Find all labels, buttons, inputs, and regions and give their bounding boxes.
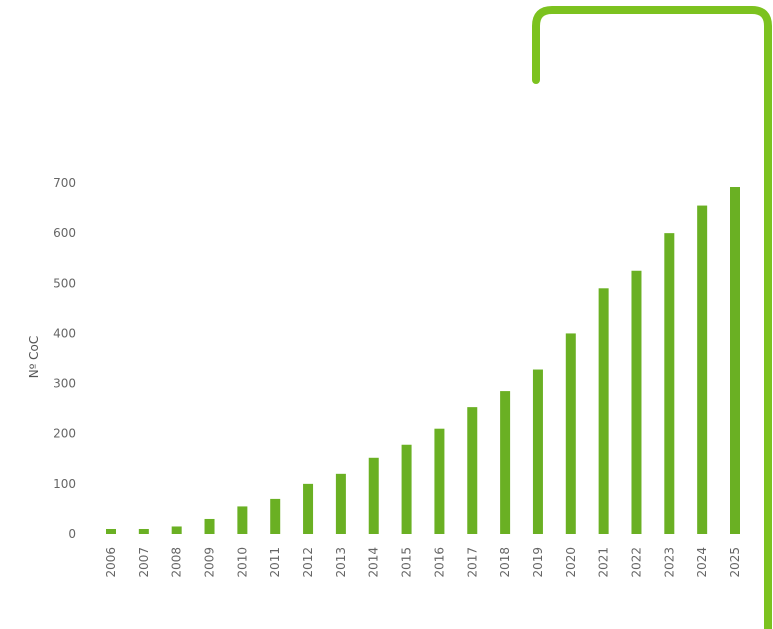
bar-2021 — [598, 288, 609, 534]
x-tick-label: 2006 — [104, 547, 118, 578]
bar-2017 — [467, 407, 478, 534]
x-tick-label: 2025 — [728, 547, 742, 578]
bar-2022 — [631, 270, 642, 534]
x-tick-label: 2022 — [629, 547, 643, 578]
bar-2018 — [500, 391, 511, 534]
bar-2010 — [237, 506, 248, 534]
x-tick-label: 2013 — [334, 547, 348, 578]
y-tick-label: 0 — [68, 527, 76, 541]
x-tick-label: 2012 — [301, 547, 315, 578]
bar-2025 — [730, 187, 740, 535]
x-tick-label: 2024 — [695, 547, 709, 578]
x-tick-label: 2008 — [170, 547, 184, 578]
x-axis-ticks: 2006 2007 2008 2009 2010 2011 2012 2013 2014 2015… — [104, 547, 742, 578]
x-tick-label: 2010 — [235, 547, 249, 578]
x-tick-label: 2016 — [432, 547, 446, 578]
bar-2011 — [270, 498, 281, 534]
x-tick-label: 2021 — [597, 547, 611, 578]
bar-2006 — [106, 528, 116, 534]
x-tick-label: 2011 — [268, 547, 282, 578]
bar-2013 — [335, 473, 346, 534]
x-tick-label: 2018 — [498, 547, 512, 578]
y-tick-label: 200 — [53, 427, 76, 441]
y-tick-label: 300 — [53, 377, 76, 391]
bar-2016 — [434, 428, 445, 534]
highlight-bracket — [532, 6, 772, 629]
y-tick-label: 500 — [53, 276, 76, 290]
y-tick-label: 600 — [53, 226, 76, 240]
bar-2020 — [565, 333, 576, 534]
bar-2014 — [368, 457, 379, 534]
bar-2007 — [138, 528, 149, 534]
y-tick-label: 100 — [53, 477, 76, 491]
bar-2012 — [303, 483, 314, 534]
bar-2008 — [171, 526, 182, 534]
x-tick-label: 2014 — [367, 547, 381, 578]
bar-2015 — [401, 444, 412, 534]
bar-2024 — [697, 205, 708, 535]
x-tick-label: 2020 — [564, 547, 578, 578]
bar-2019 — [532, 369, 543, 534]
bars — [106, 187, 740, 535]
y-axis-ticks: 0 100 200 300 400 500 600 700 — [53, 176, 76, 541]
x-tick-label: 2007 — [137, 547, 151, 578]
x-tick-label: 2015 — [400, 547, 414, 578]
x-tick-label: 2009 — [203, 547, 217, 578]
x-tick-label: 2019 — [531, 547, 545, 578]
y-tick-label: 700 — [53, 176, 76, 190]
bar-2023 — [664, 233, 675, 534]
x-tick-label: 2023 — [662, 547, 676, 578]
y-axis-label: Nº CoC — [27, 336, 41, 379]
x-tick-label: 2017 — [465, 547, 479, 578]
y-tick-label: 400 — [53, 326, 76, 340]
bar-2009 — [204, 518, 215, 534]
